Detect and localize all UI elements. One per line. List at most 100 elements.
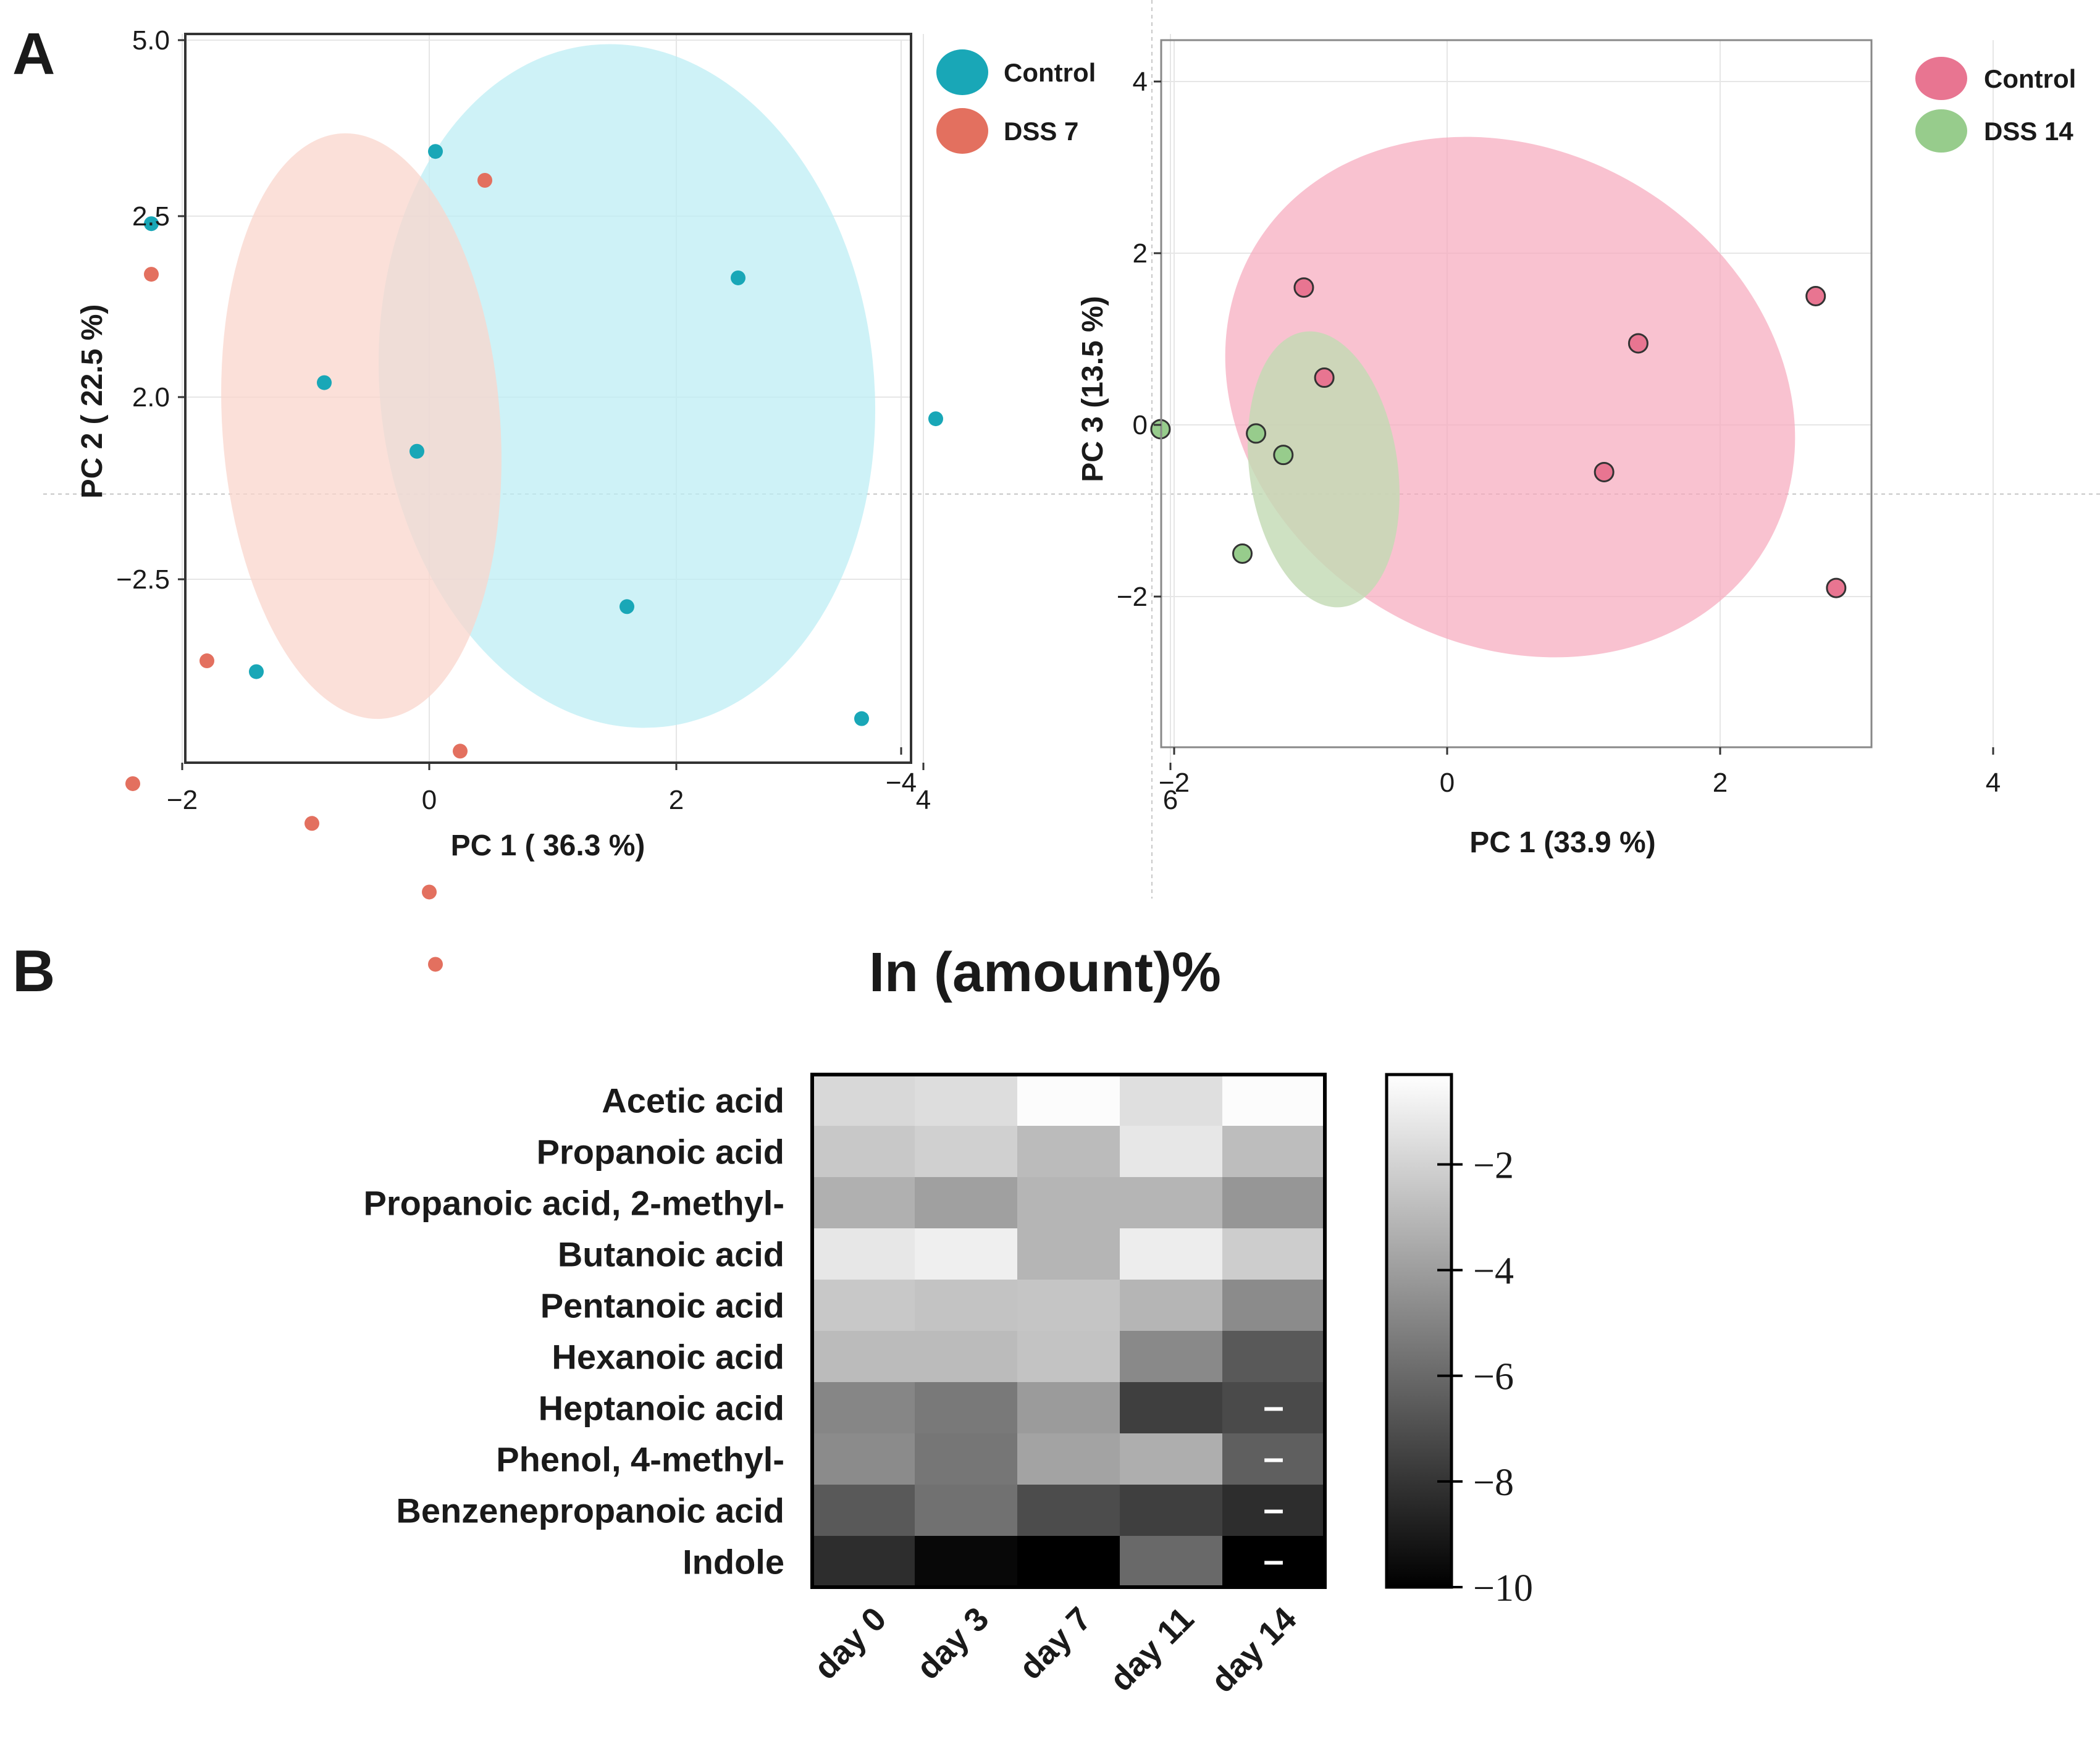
heatmap-column-label: day 14 xyxy=(1204,1600,1303,1700)
pca1-points xyxy=(125,144,943,972)
pca2-ellipses xyxy=(1225,136,1796,658)
heatmap-cell xyxy=(812,1126,915,1178)
heatmap-cell xyxy=(812,1228,915,1280)
heatmap-cell xyxy=(1120,1433,1223,1485)
heatmap-column-label: day 0 xyxy=(807,1600,893,1687)
pca2-plot-frame xyxy=(1160,39,1873,748)
heatmap-cell xyxy=(1120,1331,1223,1383)
heatmap-cell xyxy=(915,1075,1018,1126)
heatmap-cell xyxy=(1017,1126,1120,1178)
colorbar-tick-label: −4 xyxy=(1473,1251,1514,1293)
pca2-point-control xyxy=(1314,367,1335,388)
panel-b-letter: B xyxy=(12,938,55,1004)
heatmap-cell xyxy=(1222,1126,1325,1178)
pca1-x-tick-label: 4 xyxy=(916,785,931,815)
heatmap-cell xyxy=(812,1485,915,1536)
heatmap-missing-mark: – xyxy=(1263,1437,1283,1478)
pca2-y-tick-label: 4 xyxy=(1133,67,1148,97)
colorbar-ticks: −2 −4 −6 −8 −10 xyxy=(1437,1144,1533,1609)
pca1-y-tick-label: 5.0 xyxy=(132,25,170,56)
pca1-y-tick-label: 2.0 xyxy=(132,382,170,413)
heatmap-row-label: Butanoic acid xyxy=(558,1235,784,1274)
heatmap-cell xyxy=(1017,1485,1120,1536)
pca-plot-pc1-pc2: −2 0 2 4 6 5.0 2.5 2.0 −2.5 PC 1 ( 36.3 %) PC 2… xyxy=(76,25,1178,972)
pca2-x-tick-label: −4 xyxy=(886,768,917,798)
pca2-y-tick-label: 2 xyxy=(1133,238,1148,269)
heatmap-cell xyxy=(1222,1228,1325,1280)
pca1-x-tick-label: 0 xyxy=(422,785,437,815)
pca2-y-ticks: 4 2 0 −2 xyxy=(1117,67,1161,612)
heatmap: In (amount)% – – – – Acetic acid Propanoic a… xyxy=(364,942,1533,1700)
pca1-point-dss7 xyxy=(428,957,443,972)
pca1-point-control xyxy=(317,375,332,390)
heatmap-cell xyxy=(812,1075,915,1126)
pca1-legend-label-dss7: DSS 7 xyxy=(1004,117,1078,146)
pca2-point-dss14 xyxy=(1246,423,1267,444)
pca1-point-dss7 xyxy=(144,267,159,282)
pca1-point-dss7 xyxy=(125,776,140,791)
pca2-point-dss14 xyxy=(1273,445,1294,466)
pca2-y-tick-label: 0 xyxy=(1133,410,1148,440)
heatmap-column-label: day 11 xyxy=(1102,1600,1201,1698)
pca2-point-control xyxy=(1293,277,1314,298)
colorbar-tick-label: −8 xyxy=(1473,1462,1514,1504)
heatmap-cell xyxy=(812,1280,915,1331)
heatmap-cell xyxy=(1120,1177,1223,1229)
heatmap-cell xyxy=(1222,1177,1325,1229)
pca2-legend: Control DSS 14 xyxy=(1915,57,2076,153)
heatmap-cell xyxy=(915,1228,1018,1280)
heatmap-row-label: Hexanoic acid xyxy=(552,1338,784,1377)
heatmap-cell xyxy=(1120,1382,1223,1434)
heatmap-cell xyxy=(1222,1280,1325,1331)
pca1-ellipse-dss7 xyxy=(221,133,502,719)
pca1-x-tick-label: 6 xyxy=(1163,785,1178,815)
pca1-y-axis-title: PC 2 ( 22.5 %) xyxy=(76,304,109,499)
pca2-x-tick-label: −2 xyxy=(1159,768,1190,798)
heatmap-cell xyxy=(1222,1433,1325,1485)
pca2-point-control xyxy=(1628,333,1648,354)
pca1-y-ticks: 5.0 2.5 2.0 −2.5 xyxy=(116,25,185,595)
pca1-point-control xyxy=(410,443,424,459)
heatmap-column-label: day 3 xyxy=(909,1600,996,1687)
heatmap-cell xyxy=(915,1382,1018,1434)
heatmap-cell xyxy=(1017,1177,1120,1229)
pca2-point-control xyxy=(1826,577,1847,598)
heatmap-cell xyxy=(1120,1280,1223,1331)
heatmap-missing-mark: – xyxy=(1263,1540,1283,1581)
heatmap-cells: – – – – xyxy=(812,1075,1325,1588)
heatmap-cell xyxy=(1222,1075,1325,1126)
heatmap-frame xyxy=(810,1073,1327,1589)
heatmap-cell xyxy=(1017,1228,1120,1280)
pca1-x-tick-label: −2 xyxy=(167,785,198,815)
pca2-legend-label-dss14: DSS 14 xyxy=(1984,117,2073,146)
pca1-point-dss7 xyxy=(304,816,319,831)
heatmap-cell xyxy=(1120,1485,1223,1536)
pca1-x-tick-label: 2 xyxy=(669,785,684,815)
pca1-y-tick-label: −2.5 xyxy=(116,564,170,595)
heatmap-cell xyxy=(812,1433,915,1485)
colorbar-tick-label: −6 xyxy=(1473,1356,1514,1398)
heatmap-cell xyxy=(1120,1126,1223,1178)
heatmap-cell xyxy=(812,1382,915,1434)
pca1-point-dss7 xyxy=(477,173,492,188)
pca1-legend-marker-control xyxy=(936,49,988,95)
heatmap-title: In (amount)% xyxy=(869,942,1221,1004)
heatmap-row-label: Benzenepropanoic acid xyxy=(396,1491,784,1530)
pca1-legend: Control DSS 7 xyxy=(936,49,1096,154)
pca1-point-control xyxy=(731,270,746,285)
pca1-legend-label-control: Control xyxy=(1004,58,1096,87)
heatmap-column-labels: day 0 day 3 day 7 day 11 day 14 xyxy=(807,1600,1303,1700)
heatmap-row-labels: Acetic acid Propanoic acid Propanoic acid,… xyxy=(364,1081,785,1582)
pca1-point-dss7 xyxy=(453,744,468,759)
pca1-x-axis-title: PC 1 ( 36.3 %) xyxy=(451,829,645,862)
pca1-point-control xyxy=(428,144,443,159)
heatmap-cell xyxy=(1222,1331,1325,1383)
heatmap-cell xyxy=(1120,1075,1223,1126)
heatmap-cell xyxy=(915,1485,1018,1536)
pca1-point-control xyxy=(620,599,634,614)
heatmap-cell xyxy=(1222,1536,1325,1588)
heatmap-row-label: Heptanoic acid xyxy=(539,1389,784,1428)
pca1-point-control xyxy=(854,711,869,726)
